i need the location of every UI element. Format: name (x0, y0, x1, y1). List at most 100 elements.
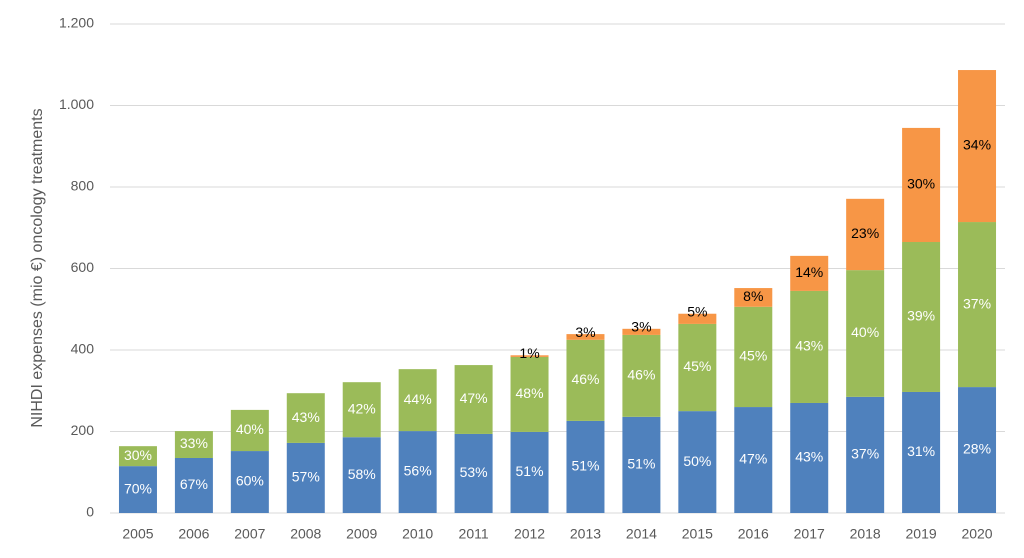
bar-segment (734, 306, 773, 408)
bar-segment (790, 290, 829, 403)
data-label: 40% (236, 421, 264, 437)
data-label: 1% (519, 345, 539, 361)
data-label: 48% (516, 385, 544, 401)
data-label: 45% (739, 348, 767, 364)
data-label: 47% (460, 390, 488, 406)
bar-segment (678, 313, 717, 324)
data-label: 56% (404, 463, 432, 479)
y-axis-label: NIHDI expenses (mio €) oncology treatmen… (29, 108, 46, 427)
data-label: 33% (180, 435, 208, 451)
y-tick-label: 800 (71, 178, 95, 194)
data-label: 39% (907, 308, 935, 324)
bar-segment (454, 365, 493, 434)
data-label: 30% (124, 447, 152, 463)
data-label: 28% (963, 441, 991, 457)
bar-segment (958, 387, 997, 513)
x-tick-label: 2010 (402, 526, 433, 542)
data-label: 45% (683, 358, 711, 374)
data-label: 37% (963, 295, 991, 311)
y-tick-label: 1.200 (59, 15, 94, 31)
x-tick-label: 2011 (459, 526, 489, 542)
bar-segment (398, 369, 437, 432)
x-tick-label: 2012 (514, 526, 545, 542)
data-label: 53% (460, 464, 488, 480)
data-label: 47% (739, 451, 767, 467)
bar-segment (342, 382, 381, 438)
data-label: 70% (124, 480, 152, 496)
bar-segment (734, 288, 773, 307)
data-label: 51% (571, 458, 599, 474)
bar-segment (510, 356, 549, 432)
data-label: 31% (907, 443, 935, 459)
y-tick-label: 1.000 (59, 96, 94, 112)
bar-segment (958, 222, 997, 388)
data-label: 30% (907, 176, 935, 192)
data-label: 23% (851, 225, 879, 241)
bar-segment (566, 339, 605, 421)
bar-segment (398, 431, 437, 513)
bar-segment (230, 409, 269, 452)
data-label: 51% (516, 463, 544, 479)
bar-segment (622, 416, 661, 513)
bar-segment (902, 127, 941, 243)
bar-segment (790, 402, 829, 513)
bar-segment (846, 198, 885, 271)
bar-segment (622, 334, 661, 417)
bar-segment (678, 323, 717, 412)
x-tick-label: 2017 (794, 526, 825, 542)
bar-segment (342, 437, 381, 513)
bar-segment (902, 391, 941, 513)
bar-segment (790, 255, 829, 291)
bar-segment (958, 70, 997, 223)
data-label: 43% (795, 338, 823, 354)
bar-segment (846, 270, 885, 397)
x-tick-label: 2013 (570, 526, 601, 542)
bar-segment (734, 407, 773, 513)
x-tick-label: 2005 (122, 526, 153, 542)
x-tick-label: 2019 (906, 526, 937, 542)
bar-segment (566, 334, 605, 340)
data-label: 34% (963, 137, 991, 153)
bar-segment (286, 442, 325, 513)
data-label: 67% (180, 476, 208, 492)
bar-segment (566, 420, 605, 513)
bar-segment (902, 242, 941, 392)
bar-segment (118, 466, 157, 513)
y-tick-label: 600 (71, 259, 95, 275)
data-label: 37% (851, 446, 879, 462)
y-tick-label: 0 (86, 504, 94, 520)
bar-segment (286, 393, 325, 443)
data-label: 43% (795, 449, 823, 465)
x-tick-label: 2015 (682, 526, 713, 542)
data-label: 43% (292, 409, 320, 425)
bar-segment (174, 431, 213, 458)
data-label: 51% (627, 456, 655, 472)
data-label: 3% (575, 324, 595, 340)
data-label: 60% (236, 473, 264, 489)
data-label: 44% (404, 391, 432, 407)
bar-segment (454, 433, 493, 513)
x-tick-label: 2006 (178, 526, 209, 542)
bar-segment (510, 431, 549, 513)
bar-segment (230, 451, 269, 513)
data-label: 46% (627, 367, 655, 383)
data-label: 46% (571, 371, 599, 387)
y-tick-label: 200 (71, 422, 95, 438)
data-label: 5% (687, 303, 707, 319)
x-tick-label: 2014 (626, 526, 657, 542)
x-tick-label: 2008 (290, 526, 321, 542)
bar-segment (622, 328, 661, 335)
y-tick-label: 400 (71, 341, 95, 357)
data-label: 3% (631, 319, 651, 335)
x-tick-label: 2007 (234, 526, 265, 542)
x-tick-label: 2016 (738, 526, 769, 542)
data-label: 57% (292, 469, 320, 485)
data-label: 42% (348, 400, 376, 416)
data-label: 58% (348, 466, 376, 482)
data-label: 50% (683, 453, 711, 469)
data-label: 14% (795, 264, 823, 280)
x-tick-label: 2020 (961, 526, 992, 542)
data-label: 40% (851, 324, 879, 340)
bar-segment (678, 411, 717, 513)
